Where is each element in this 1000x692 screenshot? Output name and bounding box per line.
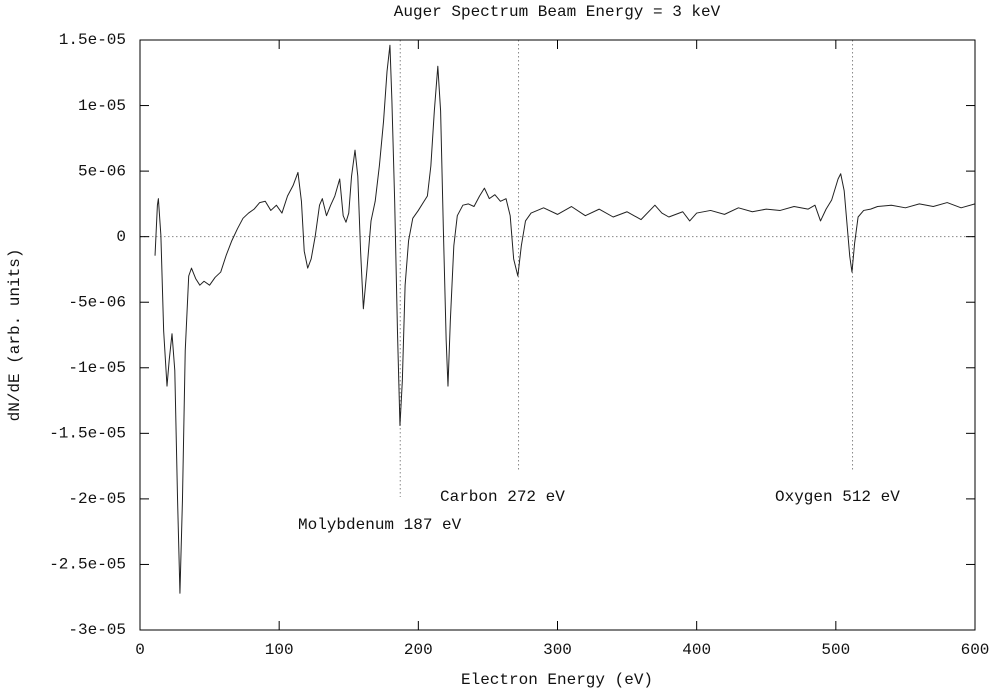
- x-tick-label: 100: [265, 641, 294, 659]
- chart-title: Auger Spectrum Beam Energy = 3 keV: [394, 3, 721, 21]
- plot-frame: [139, 39, 976, 631]
- x-tick-label: 200: [404, 641, 433, 659]
- annotation-label: Oxygen 512 eV: [775, 488, 900, 506]
- y-tick-label: 0: [116, 228, 126, 246]
- y-tick-label: -2e-05: [68, 490, 126, 508]
- y-tick-label: -5e-06: [68, 293, 126, 311]
- y-tick-label: -2.5e-05: [49, 556, 126, 574]
- y-tick-label: -1.5e-05: [49, 425, 126, 443]
- y-tick-label: -3e-05: [68, 621, 126, 639]
- x-tick-label: 0: [135, 641, 145, 659]
- y-tick-label: 1e-05: [78, 97, 126, 115]
- spectrum-line: [154, 44, 976, 594]
- x-tick-label: 600: [961, 641, 990, 659]
- x-tick-label: 300: [543, 641, 572, 659]
- annotation-label: Carbon 272 eV: [440, 488, 565, 506]
- y-tick-label: 5e-06: [78, 162, 126, 180]
- x-axis-label: Electron Energy (eV): [461, 671, 653, 689]
- annotation-label: Molybdenum 187 eV: [298, 516, 462, 534]
- y-tick-label: -1e-05: [68, 359, 126, 377]
- x-tick-label: 400: [682, 641, 711, 659]
- y-tick-label: 1.5e-05: [59, 31, 126, 49]
- x-tick-label: 500: [821, 641, 850, 659]
- y-axis-label: dN/dE (arb. units): [6, 249, 24, 422]
